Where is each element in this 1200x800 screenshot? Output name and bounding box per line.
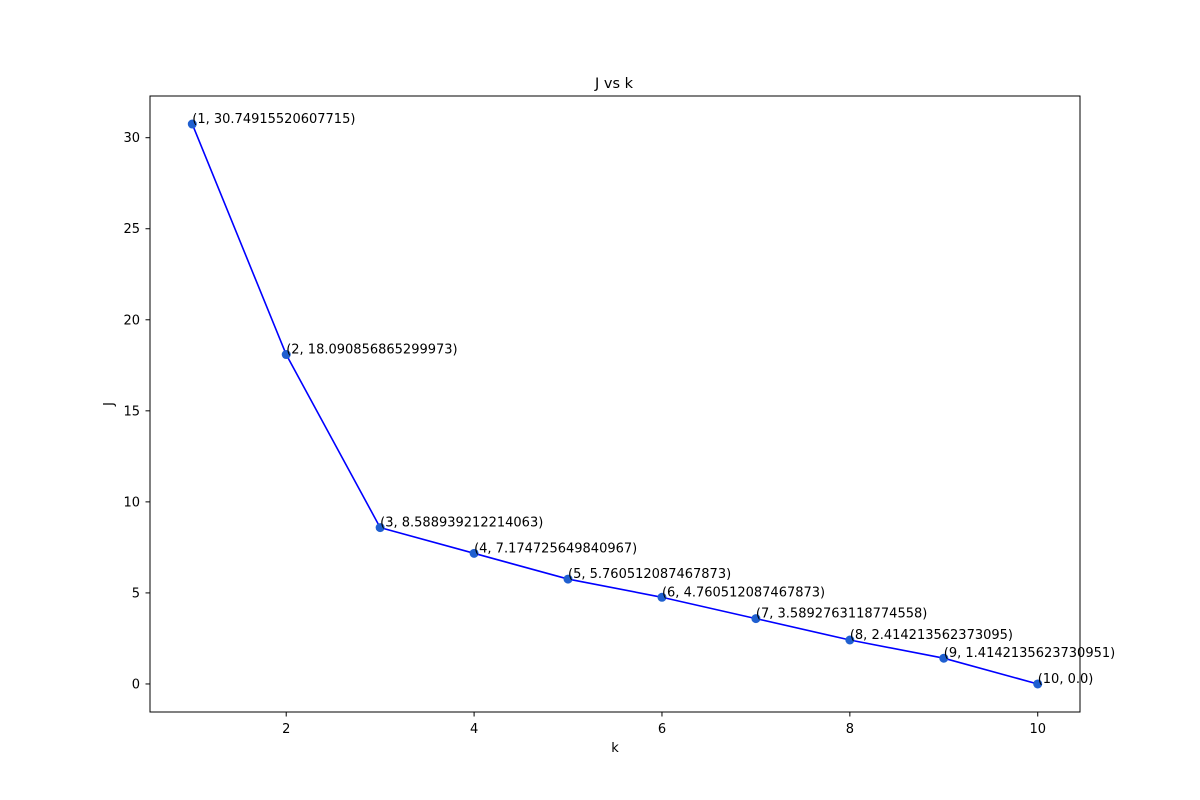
data-point-label: (5, 5.760512087467873) xyxy=(568,567,731,582)
data-point xyxy=(563,574,573,584)
data-point xyxy=(187,119,197,129)
y-axis-label: J xyxy=(102,402,117,407)
plot-area: (1, 30.74915520607715) (2, 18.09085686529… xyxy=(187,112,1115,689)
data-point xyxy=(939,653,949,663)
data-point xyxy=(1033,679,1043,689)
axes-frame xyxy=(149,95,1081,713)
data-point-label: (9, 1.4142135623730951) xyxy=(944,646,1115,661)
y-tick-label: 10 xyxy=(123,495,140,510)
y-tick-label: 30 xyxy=(123,131,140,146)
data-point-label: (10, 0.0) xyxy=(1038,672,1094,687)
data-point xyxy=(281,350,291,360)
y-tick-label: 5 xyxy=(132,586,140,601)
data-point-label: (2, 18.090856865299973) xyxy=(286,343,457,358)
y-axis-ticks: 0 5 10 15 20 25 30 xyxy=(123,131,150,692)
x-axis-label: k xyxy=(611,741,619,756)
x-tick-label: 4 xyxy=(470,722,478,737)
y-tick-label: 15 xyxy=(123,404,140,419)
chart-title: J vs k xyxy=(594,76,634,92)
data-point xyxy=(845,635,855,645)
y-tick-label: 25 xyxy=(123,222,140,237)
data-point xyxy=(657,592,667,602)
y-tick-label: 20 xyxy=(123,313,140,328)
data-point-label: (1, 30.74915520607715) xyxy=(192,112,355,127)
x-tick-label: 8 xyxy=(846,722,854,737)
data-point-label: (3, 8.588939212214063) xyxy=(380,516,543,531)
data-point-label: (6, 4.760512087467873) xyxy=(662,585,825,600)
data-point-label: (4, 7.174725649840967) xyxy=(474,541,637,556)
x-axis-ticks: 2 4 6 8 10 xyxy=(282,712,1046,737)
data-point-label: (8, 2.414213562373095) xyxy=(850,628,1013,643)
series-line xyxy=(191,123,1038,685)
x-tick-label: 6 xyxy=(658,722,666,737)
data-point xyxy=(751,614,761,624)
data-point-label: (7, 3.5892763118774558) xyxy=(756,607,927,622)
data-point xyxy=(469,548,479,558)
y-tick-label: 0 xyxy=(132,677,140,692)
x-tick-label: 10 xyxy=(1029,722,1046,737)
data-point xyxy=(375,523,385,533)
x-tick-label: 2 xyxy=(282,722,290,737)
